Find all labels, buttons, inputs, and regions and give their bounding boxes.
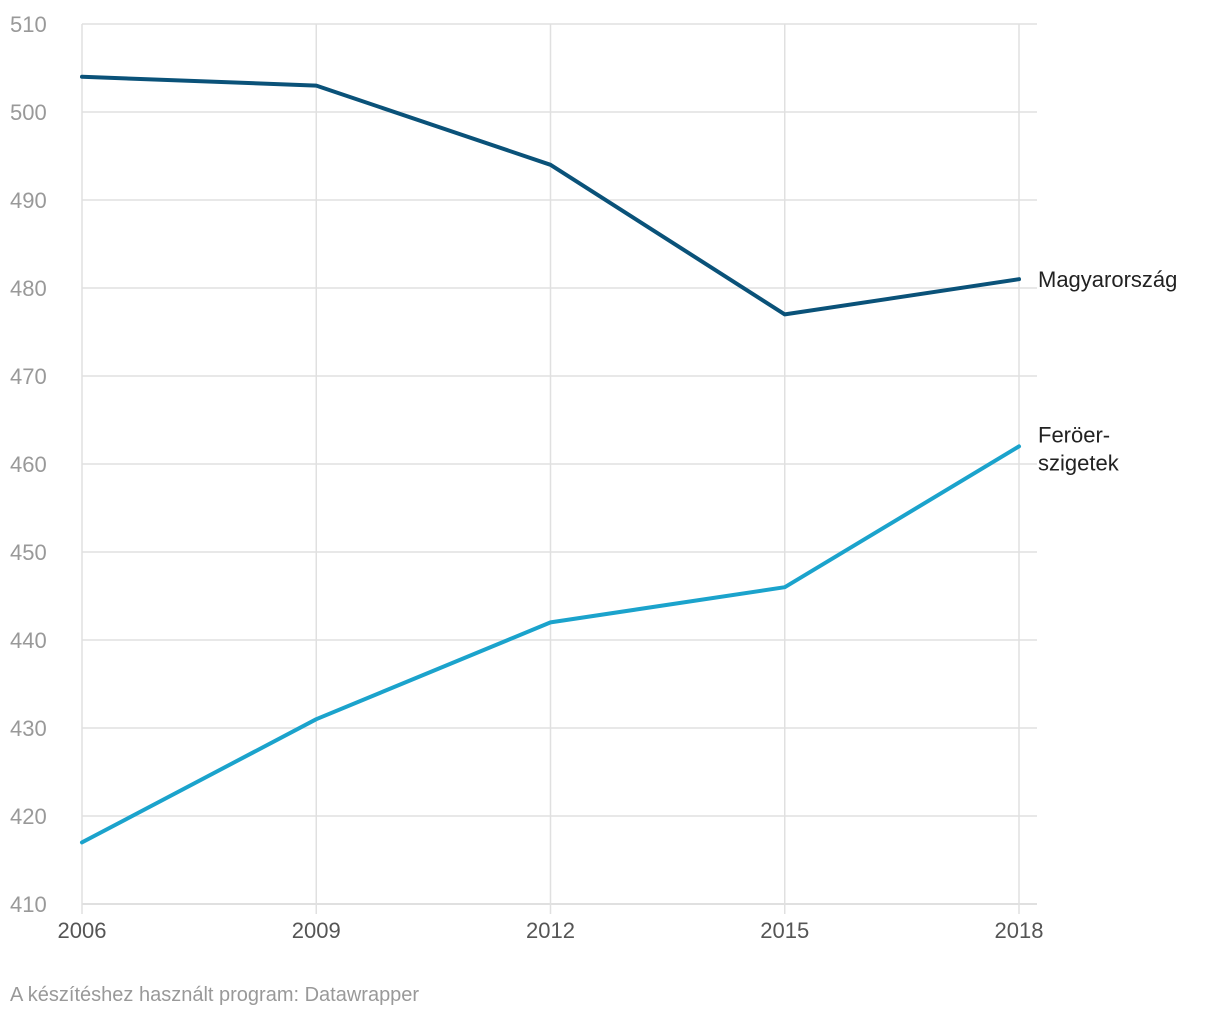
x-tick-label: 2009	[292, 918, 341, 943]
series-label: szigetek	[1038, 450, 1120, 475]
y-tick-label: 510	[10, 12, 47, 37]
x-tick-label: 2006	[58, 918, 107, 943]
grid-layer	[81, 23, 1037, 914]
x-tick-label: 2012	[526, 918, 575, 943]
series-line-0	[80, 74, 1021, 317]
series-layer	[80, 74, 1021, 845]
y-tick-label: 490	[10, 188, 47, 213]
x-tick-label: 2018	[995, 918, 1044, 943]
y-tick-label: 470	[10, 364, 47, 389]
y-tick-label: 460	[10, 452, 47, 477]
footer-note: A készítéshez használt program: Datawrap…	[10, 984, 420, 1006]
y-tick-label: 420	[10, 804, 47, 829]
y-tick-label: 500	[10, 100, 47, 125]
axis-layer: 410 420 430 440 450 460 470 480 490 500 510 2006 200…	[10, 12, 1043, 943]
y-tick-label: 450	[10, 540, 47, 565]
label-layer: Magyarország Feröer-szigetek	[1038, 267, 1177, 475]
series-label: Magyarország	[1038, 267, 1177, 292]
y-tick-label: 430	[10, 716, 47, 741]
series-label: Feröer-	[1038, 422, 1110, 447]
y-tick-label: 440	[10, 628, 47, 653]
series-line-1	[80, 444, 1021, 845]
y-tick-label: 410	[10, 892, 47, 917]
x-tick-label: 2015	[760, 918, 809, 943]
y-tick-label: 480	[10, 276, 47, 301]
